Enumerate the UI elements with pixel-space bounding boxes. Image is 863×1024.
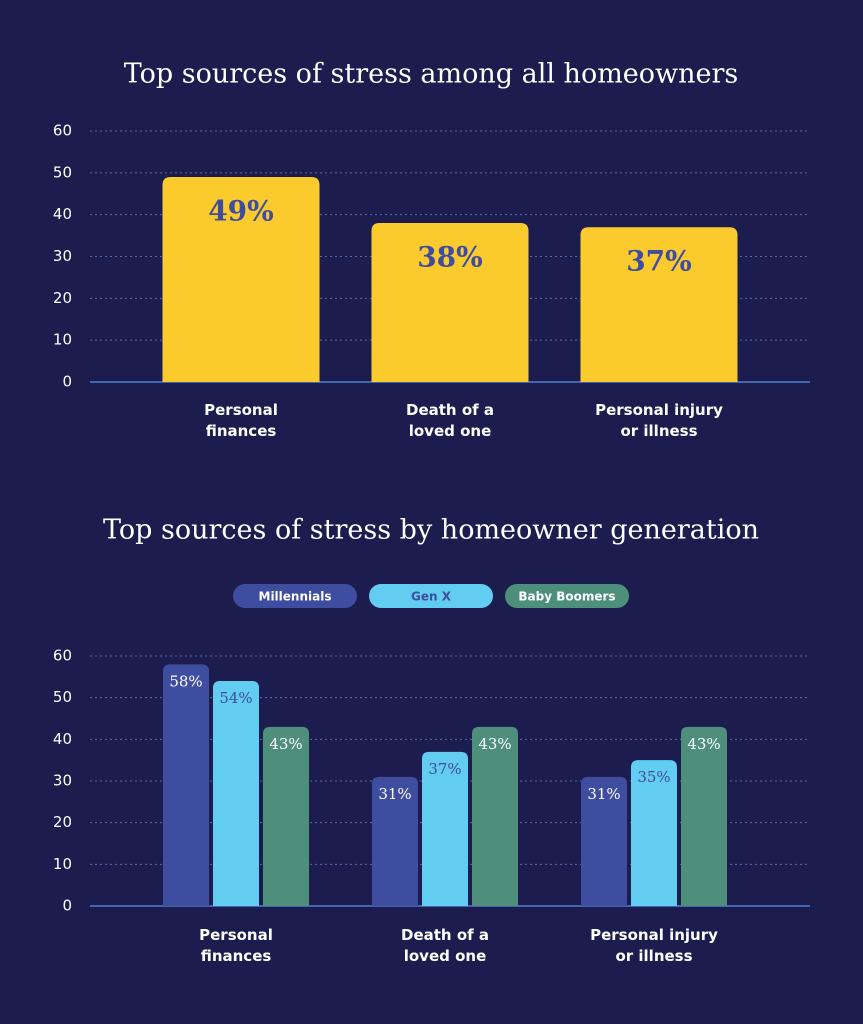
y-tick-label: 50 bbox=[53, 688, 72, 706]
x-tick-label: Personal injury or illness bbox=[595, 401, 723, 440]
value-label: 31% bbox=[378, 785, 411, 803]
value-label: 38% bbox=[417, 241, 483, 274]
legend-swatch bbox=[369, 584, 493, 608]
value-label: 58% bbox=[169, 672, 202, 690]
x-tick-label: Death of a loved one bbox=[406, 401, 494, 440]
bar bbox=[580, 227, 738, 382]
y-tick-label: 60 bbox=[53, 122, 72, 140]
bar bbox=[163, 664, 209, 906]
x-tick-label: Death of a loved one bbox=[401, 926, 489, 965]
bar bbox=[681, 726, 727, 906]
legend-swatch bbox=[233, 584, 357, 608]
bar bbox=[631, 760, 677, 906]
y-tick-label: 10 bbox=[53, 855, 72, 873]
x-tick-label: Personal finances bbox=[199, 926, 273, 965]
value-label: 43% bbox=[269, 735, 302, 753]
bar bbox=[263, 726, 309, 906]
y-tick-label: 30 bbox=[53, 247, 72, 265]
y-tick-label: 10 bbox=[53, 331, 72, 349]
y-tick-label: 20 bbox=[53, 813, 72, 831]
value-label: 35% bbox=[637, 768, 670, 786]
legend-label: Baby Boomers bbox=[518, 590, 615, 604]
y-tick-label: 60 bbox=[53, 647, 72, 665]
x-tick-label: Personal injury or illness bbox=[590, 926, 718, 965]
y-tick-label: 0 bbox=[62, 897, 72, 915]
bar bbox=[371, 223, 529, 382]
value-label: 31% bbox=[587, 785, 620, 803]
value-label: 49% bbox=[208, 195, 274, 228]
y-tick-label: 40 bbox=[53, 205, 72, 223]
bar bbox=[372, 776, 418, 906]
y-tick-label: 40 bbox=[53, 730, 72, 748]
legend-label: Millennials bbox=[259, 590, 332, 604]
chart-title: Top sources of stress among all homeowne… bbox=[124, 59, 739, 90]
legend-label: Gen X bbox=[411, 590, 452, 604]
y-tick-label: 50 bbox=[53, 163, 72, 181]
bar bbox=[581, 776, 627, 906]
bar bbox=[162, 177, 320, 382]
bar bbox=[422, 751, 468, 906]
legend-swatch bbox=[505, 584, 629, 608]
value-label: 37% bbox=[428, 760, 461, 778]
value-label: 43% bbox=[687, 735, 720, 753]
bar bbox=[213, 681, 259, 906]
chart-title: Top sources of stress by homeowner gener… bbox=[103, 515, 759, 546]
y-tick-label: 30 bbox=[53, 772, 72, 790]
value-label: 37% bbox=[626, 245, 692, 278]
x-tick-label: Personal finances bbox=[204, 401, 278, 440]
bar bbox=[472, 726, 518, 906]
value-label: 43% bbox=[478, 735, 511, 753]
y-tick-label: 20 bbox=[53, 289, 72, 307]
y-tick-label: 0 bbox=[62, 373, 72, 391]
value-label: 54% bbox=[219, 689, 252, 707]
